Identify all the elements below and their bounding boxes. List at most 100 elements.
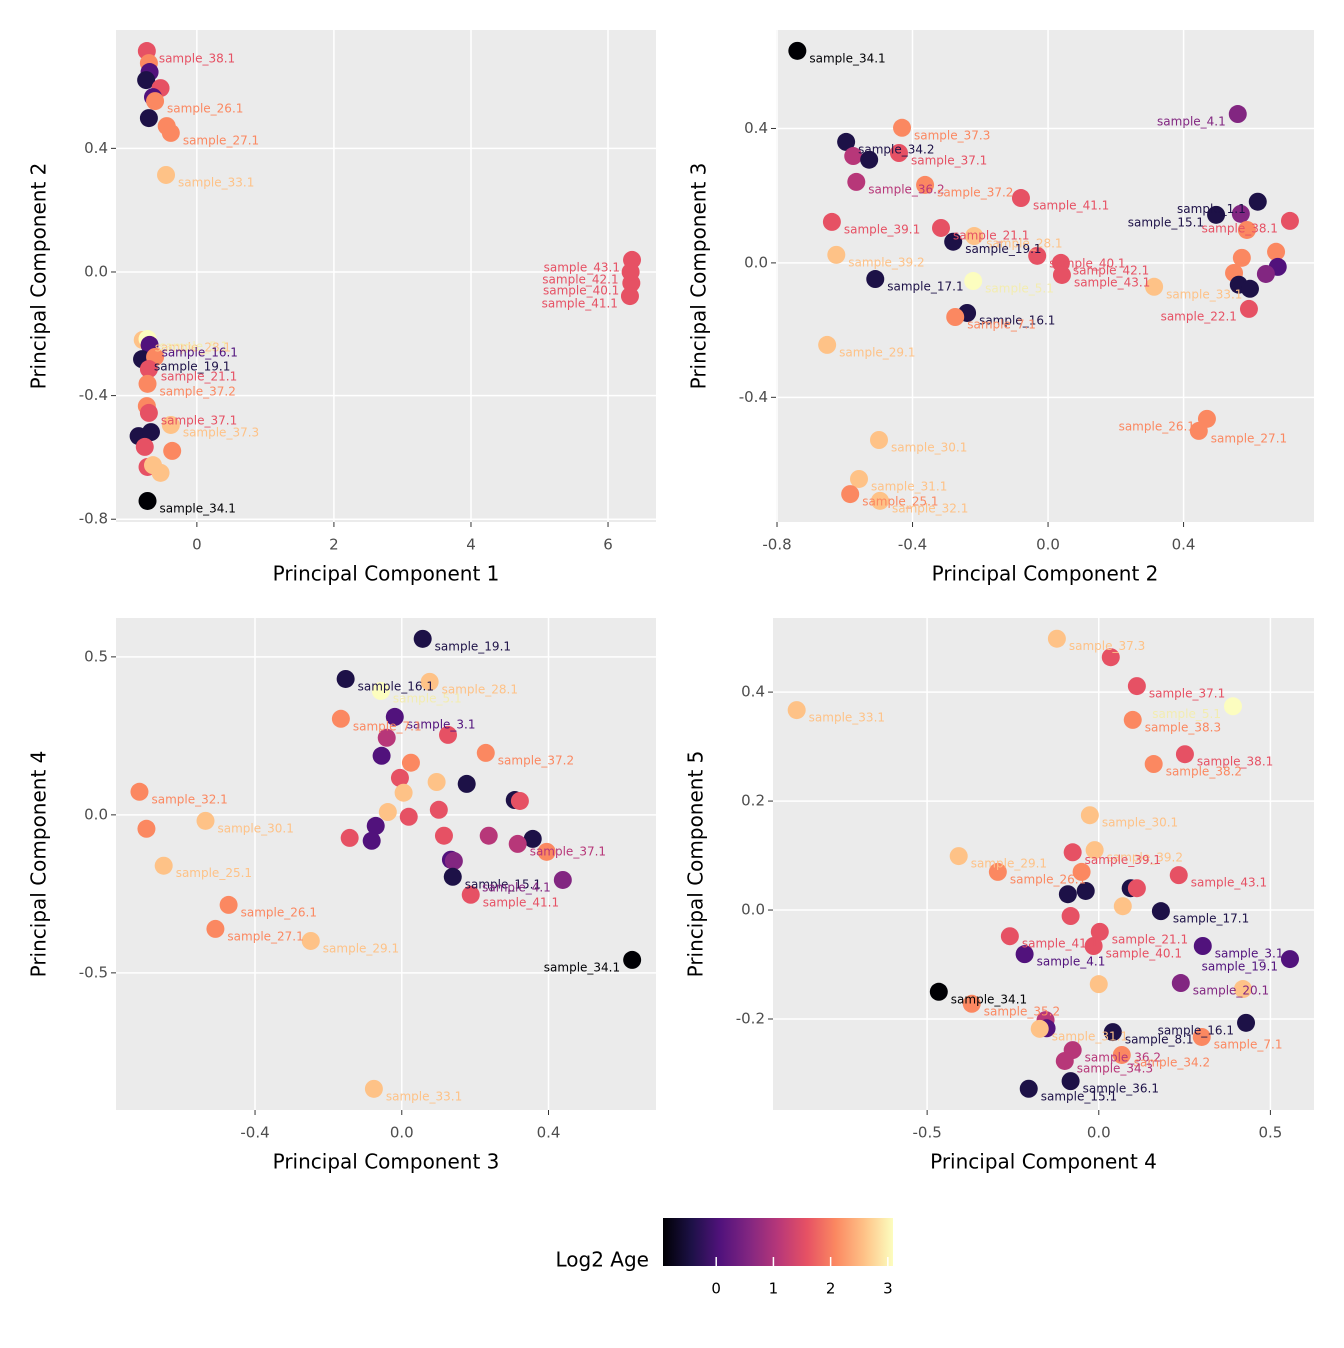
point [523, 829, 542, 848]
point [420, 672, 439, 691]
y-tick-label: -0.4 [739, 388, 768, 406]
point [331, 709, 350, 728]
point-label: sample_42.1 [1073, 263, 1149, 277]
point-label: sample_27.1 [1211, 431, 1287, 445]
point-label: sample_28.1 [442, 682, 518, 696]
point-label: sample_4.1 [482, 880, 551, 894]
point [818, 335, 837, 354]
point [427, 773, 446, 791]
point [444, 851, 463, 870]
x-tick-label: 0.5 [1258, 1124, 1282, 1142]
point [1000, 927, 1019, 946]
x-axis-title: Principal Component 4 [930, 1150, 1157, 1174]
point [847, 172, 866, 191]
y-tick-label: 0.0 [84, 262, 108, 280]
point [1256, 264, 1275, 283]
point-label: sample_38.1 [1197, 755, 1273, 769]
point [161, 415, 180, 434]
point-label: sample_43.1 [544, 260, 620, 274]
point [962, 994, 981, 1013]
point [1239, 299, 1258, 318]
point-label: sample_38.1 [159, 52, 235, 66]
point [1233, 980, 1252, 999]
point [385, 707, 404, 726]
point [340, 828, 359, 847]
x-tick-label: 0.0 [390, 1124, 414, 1142]
y-axis-title: Principal Component 4 [27, 751, 51, 978]
point [988, 862, 1007, 881]
point [476, 743, 495, 762]
point-label: sample_28.1 [986, 237, 1062, 251]
point [553, 870, 572, 889]
point-label: sample_27.1 [183, 133, 259, 147]
point [1090, 922, 1109, 941]
panel-background [116, 618, 656, 1110]
point-label: sample_39.1 [1085, 853, 1161, 867]
point-label: sample_43.1 [1074, 275, 1150, 289]
point-label: sample_15.1 [1041, 1089, 1117, 1103]
point [1112, 1045, 1131, 1064]
point [1015, 945, 1034, 964]
point-label: sample_34.2 [858, 142, 934, 156]
point-label: sample_37.1 [161, 413, 237, 427]
point-label: sample_4.1 [1157, 115, 1226, 129]
point-label: sample_37.1 [911, 154, 987, 168]
point-label: sample_38.3 [1145, 720, 1221, 734]
point [372, 746, 391, 765]
point-label: sample_4.1 [1037, 955, 1106, 969]
point [1232, 248, 1251, 267]
point [1240, 279, 1259, 298]
point [869, 431, 888, 449]
point-label: sample_30.1 [218, 821, 294, 835]
point-label: sample_33.1 [178, 175, 254, 189]
point-label: sample_16.1 [979, 313, 1055, 327]
point [336, 669, 355, 688]
point-label: sample_32.1 [892, 501, 968, 515]
colorbar-tick-label: 0 [711, 1280, 721, 1298]
x-axis-title: Principal Component 3 [273, 1150, 500, 1174]
point-label: sample_37.3 [1069, 639, 1145, 653]
point [949, 847, 968, 866]
point [1123, 710, 1142, 729]
point [1061, 907, 1080, 926]
point [1192, 1027, 1211, 1046]
point [1103, 1023, 1122, 1042]
point [1267, 242, 1286, 261]
point [893, 118, 912, 137]
point [137, 819, 156, 838]
point-label: sample_27.1 [227, 929, 303, 943]
point [1280, 950, 1299, 969]
point [1175, 745, 1194, 764]
point-label: sample_37.1 [1149, 687, 1225, 701]
point [944, 232, 963, 251]
point [366, 816, 385, 835]
point-label: sample_7.1 [353, 719, 422, 733]
point [413, 629, 432, 648]
y-tick-label: -0.2 [736, 1010, 765, 1028]
point-label: sample_41.1 [483, 895, 559, 909]
point-label: sample_20.1 [1193, 984, 1269, 998]
point-label: sample_26.1 [1119, 419, 1195, 433]
point-label: sample_25.1 [176, 866, 252, 880]
point-label: sample_33.1 [809, 711, 885, 725]
point [1028, 246, 1047, 265]
point-label: sample_19.1 [965, 242, 1041, 256]
point-label: sample_41.1 [1033, 199, 1109, 213]
point [154, 856, 173, 875]
point-label: sample_41.1 [1022, 937, 1098, 951]
point-label: sample_36.2 [1085, 1051, 1161, 1065]
point-label: sample_37.1 [530, 844, 606, 858]
point-label: sample_7.1 [967, 318, 1036, 332]
point [860, 150, 879, 169]
point-label: sample_34.1 [951, 992, 1027, 1006]
point [510, 791, 529, 810]
point [621, 262, 640, 281]
point-label: sample_36.2 [868, 182, 944, 196]
point-label: sample_34.3 [1077, 1061, 1153, 1075]
point [461, 885, 480, 904]
point-label: sample_40.1 [1049, 256, 1125, 270]
point [434, 826, 453, 845]
point-label: sample_37.2 [160, 384, 236, 398]
point-label: sample_37.2 [937, 185, 1013, 199]
point [362, 831, 381, 850]
